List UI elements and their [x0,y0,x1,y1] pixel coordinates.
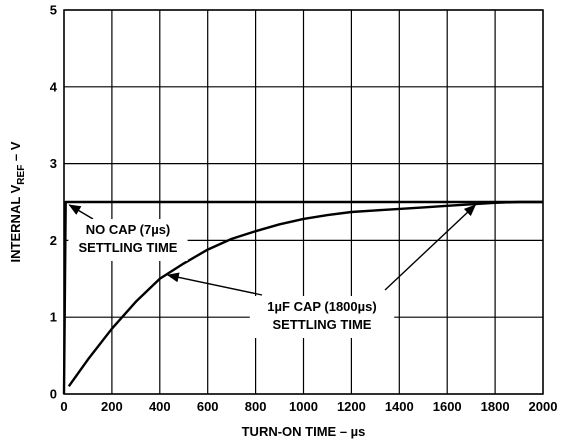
y-tick-label: 3 [50,156,57,171]
x-tick-label: 200 [101,399,123,414]
x-tick-label: 600 [197,399,219,414]
y-tick-label: 0 [50,387,57,402]
no-cap-annotation-background [68,219,188,261]
x-tick-label: 2000 [529,399,558,414]
x-tick-label: 1800 [481,399,510,414]
y-tick-label: 1 [50,310,57,325]
series-line-2 [67,200,543,387]
y-axis-title-suffix: – V [8,141,23,164]
x-tick-label: 800 [245,399,267,414]
cap-annotation-line: SETTLING TIME [273,317,372,332]
y-axis-title-subscript: REF [16,165,27,185]
x-axis-title: TURN-ON TIME – µs [242,424,366,439]
no-cap-annotation-line: SETTLING TIME [79,240,178,255]
x-tick-label: 1400 [385,399,414,414]
annotations: NO CAP (7µs) SETTLING TIME 1µF CAP (1800µs… [68,204,477,338]
y-tick-label: 4 [50,79,58,94]
y-tick-label: 5 [50,3,57,18]
no-cap-arrow [68,204,94,220]
y-tick-label: 2 [50,233,57,248]
x-tick-label: 1600 [433,399,462,414]
x-tick-labels: 0 200 400 600 800 1000 1200 1400 1600 1800 2000 [60,399,557,414]
no-cap-annotation-line: NO CAP (7µs) [86,222,171,237]
x-tick-label: 1200 [337,399,366,414]
x-tick-label: 0 [60,399,67,414]
y-tick-labels: 0 1 2 3 4 5 [50,3,58,402]
cap-arrow-settle [384,204,477,291]
cap-arrow-curve [166,272,263,296]
cap-annotation-line: 1µF CAP (1800µs) [267,299,376,314]
y-axis-title: INTERNAL VREF – V [8,141,27,262]
series-group [62,200,543,395]
x-tick-label: 400 [149,399,171,414]
y-axis-title-prefix: INTERNAL V [8,184,23,262]
series-line-1 [62,200,543,395]
x-tick-label: 1000 [289,399,318,414]
cap-annotation-background [249,296,395,338]
